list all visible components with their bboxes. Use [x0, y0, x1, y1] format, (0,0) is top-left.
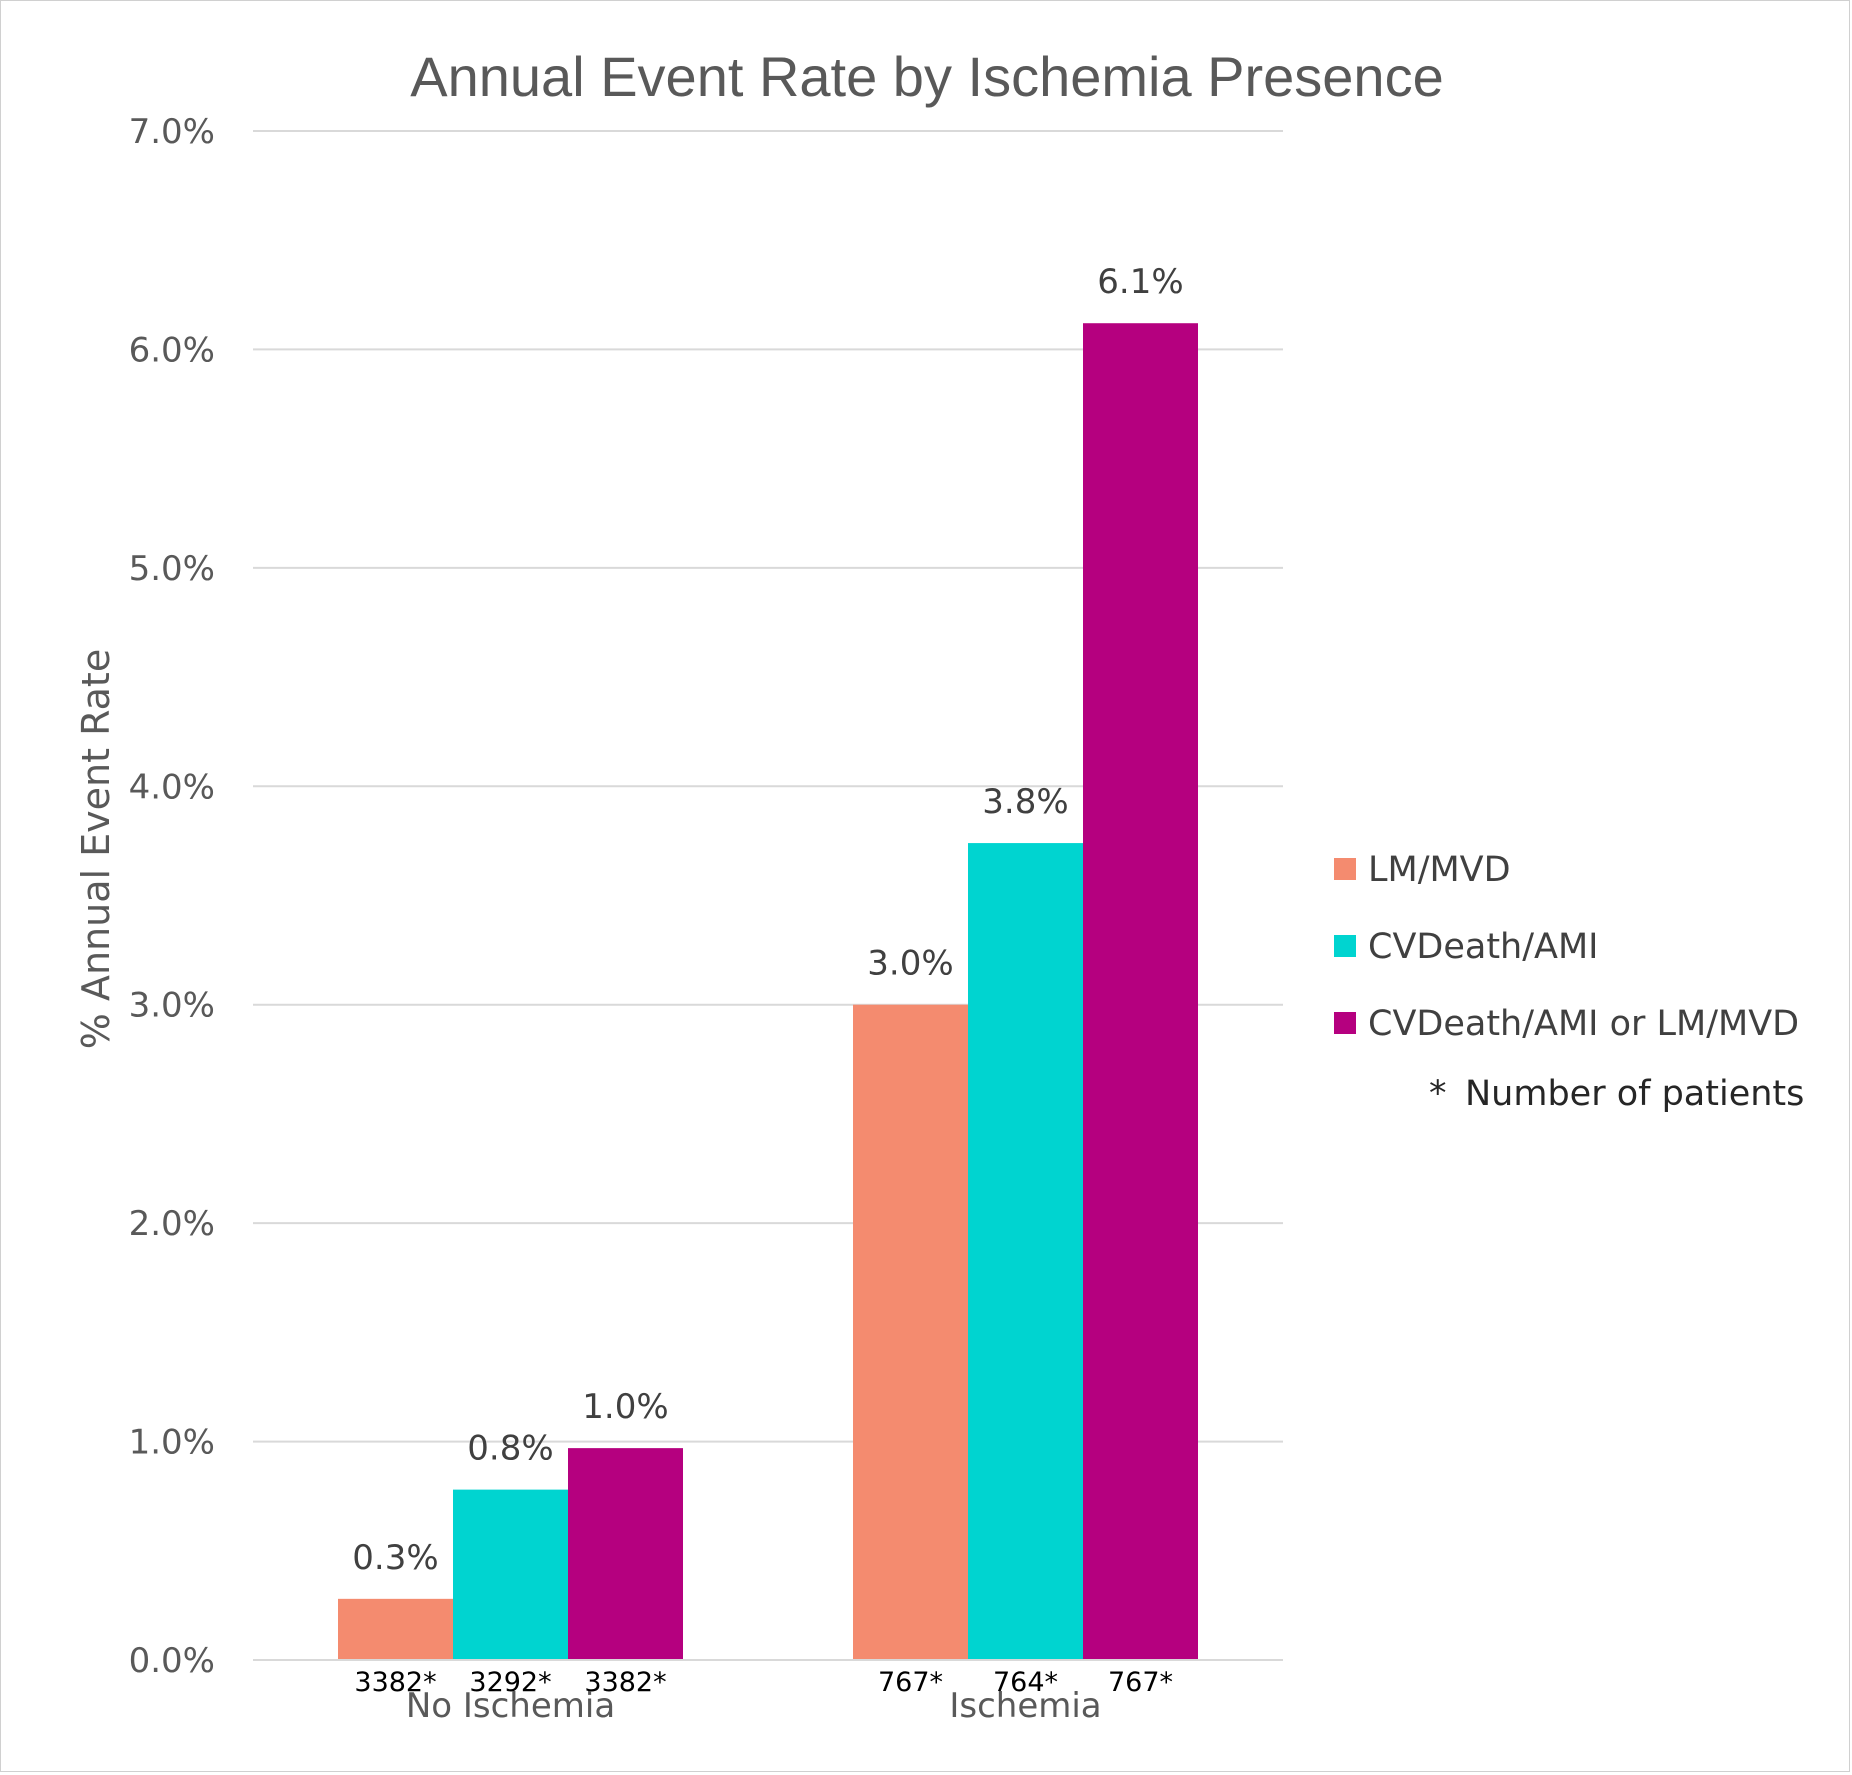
data-label: 6.1% — [1097, 262, 1183, 302]
patient-count: 3382* — [584, 1667, 666, 1698]
gridlines — [253, 130, 1283, 1443]
legend-swatch-0 — [1334, 858, 1356, 880]
patient-count: 767* — [878, 1667, 943, 1698]
bars — [338, 323, 1198, 1660]
bar-1-1 — [968, 843, 1083, 1660]
legend-note: * Number of patients — [1429, 1074, 1804, 1114]
legend-swatch-1 — [1334, 935, 1356, 957]
patient-count: 767* — [1108, 1667, 1173, 1698]
legend-label: CVDeath/AMI or LM/MVD — [1368, 1004, 1799, 1044]
note-symbol: * — [1429, 1074, 1447, 1114]
legend: LM/MVD CVDeath/AMI CVDeath/AMI or LM/MVD — [1334, 850, 1799, 1044]
legend-label: LM/MVD — [1368, 850, 1511, 890]
y-tick-label: 6.0% — [129, 330, 215, 370]
y-axis-ticks: 0.0% 1.0% 2.0% 3.0% 4.0% 5.0% 6.0% 7.0% — [129, 112, 215, 1681]
y-tick-label: 4.0% — [129, 767, 215, 807]
note-text: Number of patients — [1465, 1074, 1804, 1114]
chart-title: Annual Event Rate by Ischemia Presence — [410, 45, 1443, 108]
y-tick-label: 2.0% — [129, 1204, 215, 1244]
x-category-label: Ischemia — [949, 1686, 1101, 1726]
y-tick-label: 7.0% — [129, 112, 215, 152]
x-axis-categories: No Ischemia Ischemia — [406, 1686, 1102, 1726]
legend-swatch-2 — [1334, 1012, 1356, 1034]
y-tick-label: 3.0% — [129, 986, 215, 1026]
patient-count: 3292* — [469, 1667, 551, 1698]
y-axis-label: % Annual Event Rate — [74, 649, 118, 1049]
bar-0-1 — [453, 1489, 568, 1660]
y-tick-label: 5.0% — [129, 549, 215, 589]
data-label: 0.8% — [467, 1429, 553, 1469]
data-label: 3.8% — [982, 782, 1068, 822]
patient-count: 3382* — [354, 1667, 436, 1698]
bar-0-0 — [338, 1598, 453, 1660]
data-label: 1.0% — [582, 1387, 668, 1427]
bar-1-2 — [1083, 323, 1198, 1660]
data-label: 0.3% — [352, 1538, 438, 1578]
data-label: 3.0% — [867, 944, 953, 984]
x-category-label: No Ischemia — [406, 1686, 615, 1726]
legend-label: CVDeath/AMI — [1368, 927, 1598, 967]
bar-1-0 — [853, 1004, 968, 1660]
y-tick-label: 1.0% — [129, 1423, 215, 1463]
patient-count: 764* — [993, 1667, 1058, 1698]
bar-0-2 — [568, 1448, 683, 1660]
patient-count-labels: 3382* 3292* 3382* 767* 764* 767* — [354, 1667, 1173, 1698]
y-tick-label: 0.0% — [129, 1641, 215, 1681]
data-labels: 0.3% 0.8% 1.0% 3.0% 3.8% 6.1% — [352, 262, 1183, 1578]
